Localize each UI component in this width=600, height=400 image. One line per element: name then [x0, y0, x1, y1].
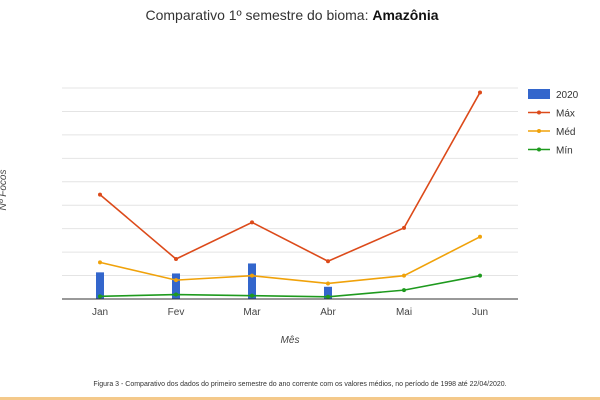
- x-tick-label: Fev: [168, 307, 185, 318]
- bar-mar: [248, 263, 256, 299]
- legend-label-series-0: Máx: [556, 109, 575, 120]
- point-series-0-jan: [98, 192, 102, 197]
- legend-marker-series-2: [537, 147, 541, 152]
- bar-fev: [172, 273, 180, 299]
- legend-label-series-1: Méd: [556, 127, 575, 138]
- point-series-0-mai: [402, 225, 406, 230]
- x-tick-labels: Jan Fev Mar Abr Mai Jun: [92, 307, 488, 318]
- point-series-2-jun: [478, 273, 482, 278]
- line-series-2: [99, 274, 481, 298]
- legend-marker-series-0: [537, 110, 541, 115]
- x-tick-label: Jan: [92, 307, 108, 318]
- legend-marker-series-1: [537, 129, 541, 133]
- point-series-1-mar: [250, 273, 254, 278]
- point-series-0-mar: [250, 220, 254, 225]
- bar-series-2020: [96, 263, 332, 299]
- point-series-0-fev: [174, 257, 178, 262]
- point-series-2-abr: [326, 294, 330, 299]
- point-series-1-jan: [98, 260, 102, 265]
- x-tick-label: Mar: [243, 307, 261, 318]
- point-series-1-mai: [402, 273, 406, 278]
- gridlines: [62, 87, 518, 277]
- legend-swatch-2020: [528, 89, 550, 99]
- point-series-2-mai: [402, 288, 406, 293]
- point-series-1-abr: [326, 281, 330, 286]
- point-series-1-jun: [478, 234, 482, 239]
- figure-caption: Figura 3 - Comparativo dos dados do prim…: [93, 381, 506, 388]
- x-tick-label: Jun: [472, 307, 488, 318]
- bottom-accent-strip: [0, 397, 600, 400]
- x-axis-label: Mês: [281, 335, 300, 346]
- bar-abr: [324, 286, 332, 299]
- legend: 2020 Máx Méd Mín: [528, 89, 579, 157]
- x-tick-label: Abr: [320, 307, 336, 318]
- x-tick-label: Mai: [396, 307, 412, 318]
- point-series-2-jan: [98, 294, 102, 299]
- y-axis-label: Nº Focos: [0, 170, 9, 211]
- chart-title: Comparativo 1º semestre do bioma: Amazôn…: [145, 7, 438, 23]
- point-series-0-abr: [326, 259, 330, 264]
- line-series-0: [99, 92, 481, 263]
- chart-title-emphasis: Amazônia: [372, 7, 438, 23]
- point-series-2-mar: [250, 293, 254, 298]
- line-series-1: [99, 236, 481, 285]
- point-series-2-fev: [174, 292, 178, 297]
- point-series-1-fev: [174, 278, 178, 283]
- bar-jan: [96, 272, 104, 299]
- legend-label-series-2: Mín: [556, 146, 573, 157]
- line-series: [98, 90, 482, 299]
- point-series-0-jun: [478, 90, 482, 95]
- legend-label-2020: 2020: [556, 90, 579, 101]
